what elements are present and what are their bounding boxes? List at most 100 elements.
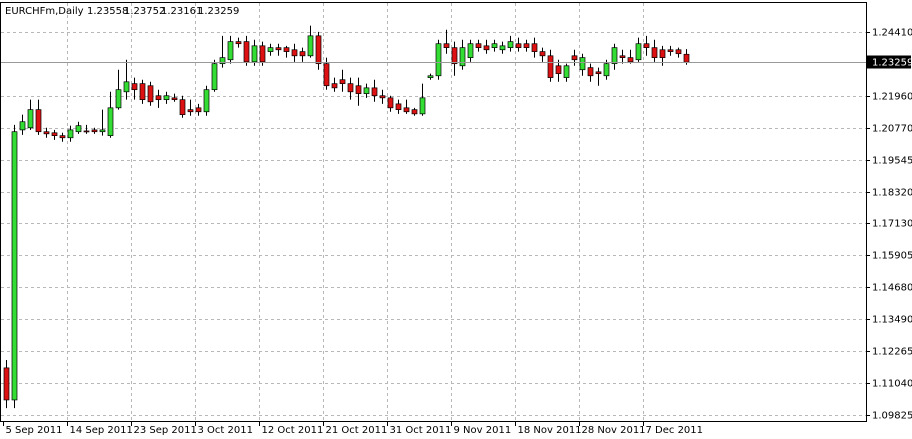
candle-body [579,57,586,71]
y-tick-label: 1.24410 [872,28,912,39]
candle-body [195,107,202,113]
candle-body [379,95,386,99]
candle-body [107,107,114,137]
candle-body [3,367,10,401]
y-tick-label: 1.09825 [872,411,912,422]
x-tick-label: 12 Oct 2011 [262,425,324,436]
candle-body [227,41,234,61]
y-tick-label: 1.14680 [872,283,912,294]
candle-body [315,35,322,65]
candle-body [275,47,282,51]
x-tick-label: 5 Sep 2011 [6,425,63,436]
candle-body [99,129,106,133]
current-price-label: 1.23259 [872,58,912,69]
candle-body [363,87,370,94]
candle-body [459,47,466,67]
candle-body [467,43,474,58]
candle-body [235,41,242,45]
plot-frame [0,2,867,422]
header-low: 1.23161 [161,6,202,17]
labels: 1.09825 1.11040 1.12265 1.13490 1.14680 1.159… [3,28,912,436]
y-tick-label: 1.12265 [872,347,912,358]
y-tick-label: 1.21960 [872,92,912,103]
x-tick-label: 31 Oct 2011 [390,425,452,436]
candle-body [411,109,418,115]
candle-body [179,99,186,115]
chart-title: EURCHFm,Daily [5,6,84,17]
candle-body [139,83,146,101]
candle-body [667,49,674,52]
candle-body [587,67,594,77]
y-tick-label: 1.15905 [872,251,912,262]
candle-body [659,49,666,58]
candle-body [91,129,98,133]
header-close: 1.23259 [198,6,239,17]
header-open: 1.23558 [87,6,128,17]
candle-body [603,63,610,77]
candle-body [115,89,122,109]
y-tick-label: 1.11040 [872,379,912,390]
candle-body [19,121,26,131]
candle-body [627,57,634,63]
candle-body [515,43,522,49]
candle-body [27,109,34,129]
candle-body [491,43,498,49]
candle-body [307,35,314,57]
x-tick-label: 9 Nov 2011 [454,425,512,436]
y-tick-label: 1.19545 [872,156,912,167]
candle-body [427,75,434,78]
candle-body [339,79,346,84]
y-tick-label: 1.13490 [872,315,912,326]
candle-body [203,89,210,113]
candle-body [35,109,42,133]
candle-body [563,65,570,78]
candle-body [131,83,138,91]
candle-body [531,43,538,52]
candle-body [155,95,162,101]
candle-body [539,51,546,57]
x-tick-label: 3 Oct 2011 [198,425,253,436]
header-high: 1.23752 [124,6,165,17]
candle-body [643,43,650,49]
candle-body [67,129,74,139]
candle-body [59,135,66,139]
x-tick-label: 7 Dec 2011 [646,425,704,436]
x-tick-label: 14 Sep 2011 [70,425,133,436]
candle-body [291,49,298,57]
candle-body [571,55,578,61]
candle-body [323,63,330,87]
candle-body [243,41,250,63]
candle-body [371,87,378,97]
y-tick-label: 1.20770 [872,124,912,135]
candle-body [403,107,410,113]
candle-body [299,51,306,57]
x-tick-label: 21 Oct 2011 [326,425,388,436]
candle-body [675,49,682,55]
x-tick-label: 23 Sep 2011 [134,425,197,436]
candle-body [651,47,658,58]
candle-body [555,65,562,75]
candle-body [451,47,458,65]
candle-body [11,131,18,401]
x-tick-label: 18 Nov 2011 [518,425,582,436]
candle-body [395,103,402,111]
candle-body [435,43,442,77]
y-tick-label: 1.18320 [872,188,912,199]
y-tick-label: 1.17130 [872,219,912,230]
candle-body [283,47,290,52]
candle-body [219,57,226,65]
candle-body [683,53,690,63]
candle-body [387,97,394,109]
candle-body [43,131,50,135]
candle-body [611,47,618,65]
candles [1,25,866,409]
candle-body [595,71,602,75]
candle-body [635,43,642,61]
candle-body [187,109,194,113]
candle-body [619,55,626,58]
candle-body [259,45,266,63]
candle-body [483,45,490,51]
x-tick-label: 28 Nov 2011 [582,425,646,436]
candle-body [443,43,450,49]
